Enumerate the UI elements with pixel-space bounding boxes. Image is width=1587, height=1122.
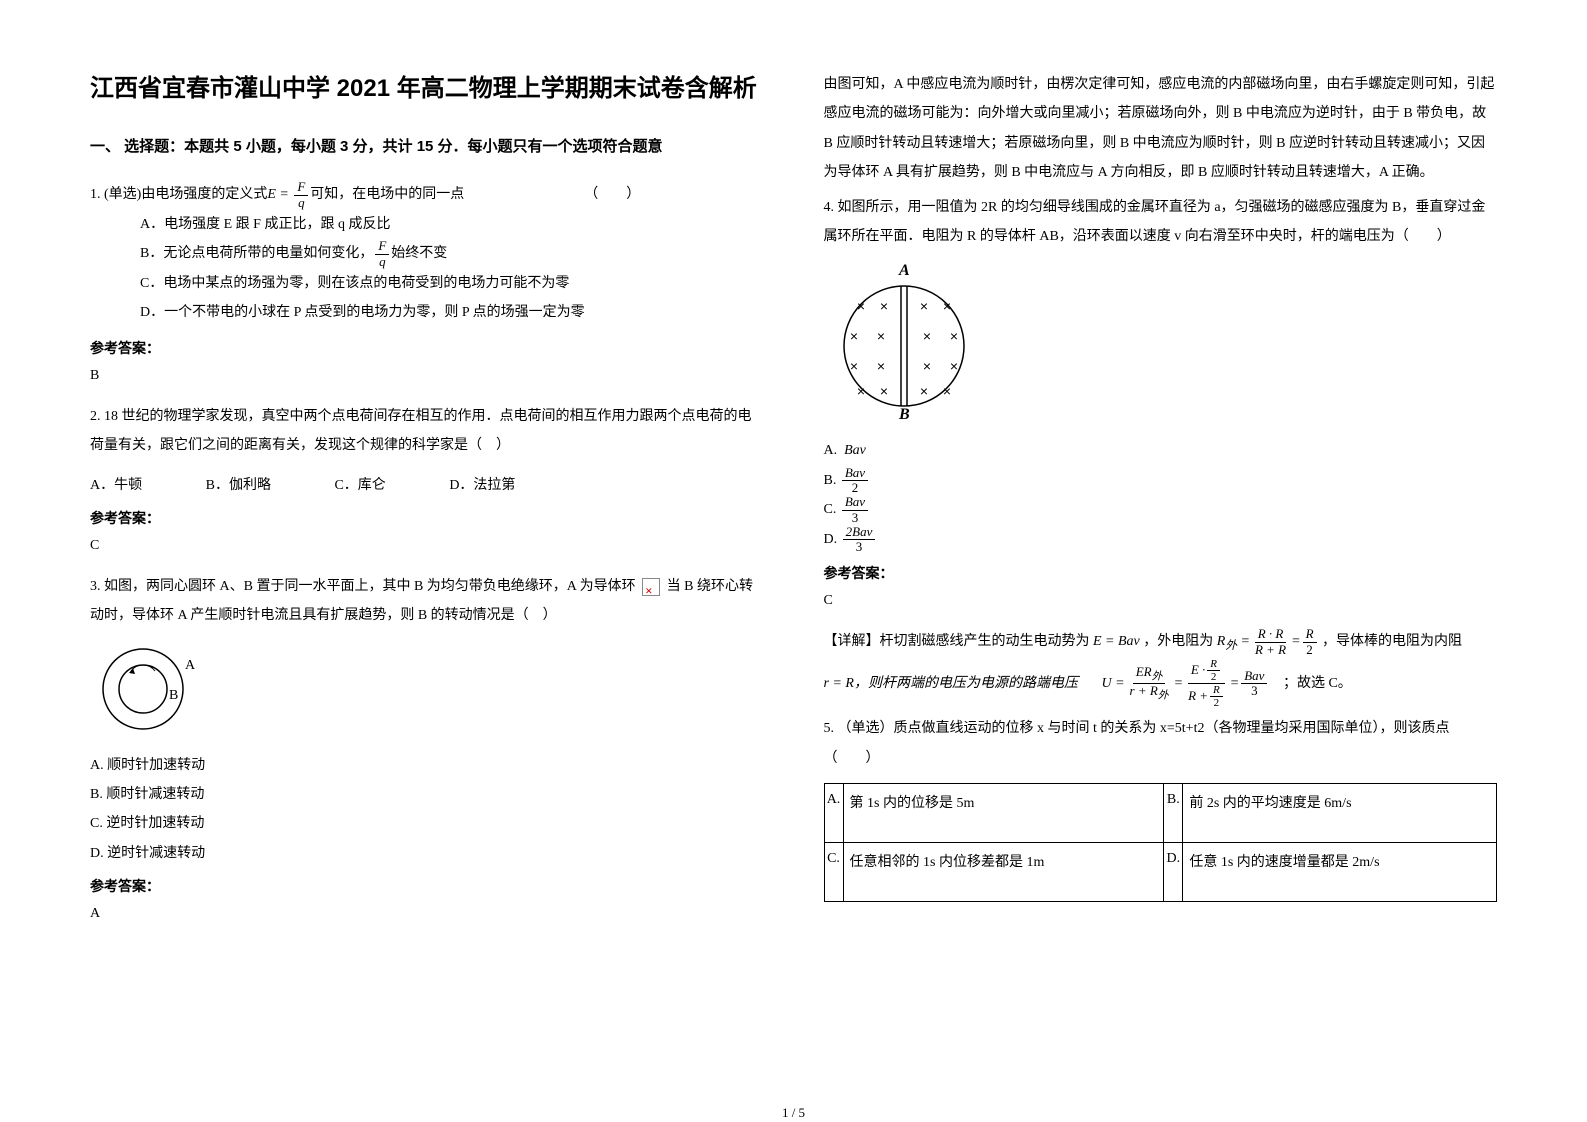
q3-opt-b: B. 顺时针减速转动 — [90, 780, 764, 809]
q1-answer-label: 参考答案： — [90, 338, 764, 358]
q1-fraction: F q — [294, 180, 308, 210]
section-header: 一、 选择题：本题共 5 小题，每小题 3 分，共计 15 分．每小题只有一个选… — [90, 133, 764, 160]
q5-cell-a-label: A. — [824, 783, 843, 842]
question-5: 5. （单选）质点做直线运动的位移 x 与时间 t 的关系为 x=5t+t2（各… — [824, 714, 1498, 773]
q1-stem-suffix: 可知，在电场中的同一点 — [310, 180, 464, 209]
q5-cell-b: 前 2s 内的平均速度是 6m/s — [1183, 783, 1497, 842]
left-column: 江西省宜春市灌山中学 2021 年高二物理上学期期末试卷含解析 一、 选择题：本… — [90, 70, 764, 1070]
q1-opt-a: A．电场强度 E 跟 F 成正比，跟 q 成反比 — [140, 210, 764, 239]
question-3: 3. 如图，两同心圆环 A、B 置于同一水平面上，其中 B 为均匀带负电绝缘环，… — [90, 572, 764, 631]
q3-opt-a: A. 顺时针加速转动 — [90, 751, 764, 780]
svg-text:×: × — [942, 383, 950, 399]
q4-opt-a: A. Bav — [824, 436, 1498, 465]
svg-text:×: × — [849, 358, 857, 374]
q5-cell-d-label: D. — [1164, 842, 1183, 901]
q1-opt-d: D．一个不带电的小球在 P 点受到的电场力为零，则 P 点的场强一定为零 — [140, 298, 764, 327]
q4-figure: A × × × × × × × × × × × × × × × × B — [829, 261, 1498, 426]
q3-opt-c: C. 逆时针加速转动 — [90, 809, 764, 838]
q2-options: A．牛顿 B．伽利略 C．库仑 D．法拉第 — [90, 471, 764, 500]
q4-opt-c: C. Bav 3 — [824, 495, 1498, 525]
q4-opt-b: B. Bav 2 — [824, 466, 1498, 496]
q5-cell-d: 任意 1s 内的速度增量都是 2m/s — [1183, 842, 1497, 901]
svg-text:×: × — [856, 383, 864, 399]
q1-opt-c: C．电场中某点的场强为零，则在该点的电荷受到的电场力可能不为零 — [140, 269, 764, 298]
q3-answer: A — [90, 906, 764, 922]
page-footer: 1 / 5 — [0, 1100, 1587, 1121]
svg-text:×: × — [949, 328, 957, 344]
q1-paren: （ ） — [584, 180, 640, 209]
document-title: 江西省宜春市灌山中学 2021 年高二物理上学期期末试卷含解析 — [90, 70, 764, 108]
q5-cell-b-label: B. — [1164, 783, 1183, 842]
q3-answer-label: 参考答案： — [90, 876, 764, 896]
q4-opt-d: D. 2Bav 3 — [824, 525, 1498, 555]
svg-text:×: × — [876, 328, 884, 344]
q4-answer-label: 参考答案： — [824, 563, 1498, 583]
q5-cell-c-label: C. — [824, 842, 843, 901]
q4-answer: C — [824, 593, 1498, 609]
q2-answer: C — [90, 538, 764, 554]
q1-optb-fraction: F q — [375, 239, 389, 269]
question-2: 2. 18 世纪的物理学家发现，真空中两个点电荷间存在相互的作用．点电荷间的相互… — [90, 402, 764, 461]
q1-answer: B — [90, 368, 764, 384]
q4-label-a: A — [898, 262, 910, 279]
broken-image-icon — [642, 578, 660, 596]
svg-text:×: × — [942, 298, 950, 314]
svg-text:×: × — [876, 358, 884, 374]
svg-text:×: × — [856, 298, 864, 314]
q2-answer-label: 参考答案： — [90, 508, 764, 528]
q3-explanation: 由图可知，A 中感应电流为顺时针，由楞次定律可知，感应电流的内部磁场向里，由右手… — [824, 70, 1498, 188]
svg-text:×: × — [922, 328, 930, 344]
svg-text:×: × — [879, 383, 887, 399]
svg-text:×: × — [849, 328, 857, 344]
q4-explanation-2: r = R，则杆两端的电压为电源的路端电压 U = ER外r + R外 = E … — [824, 658, 1498, 709]
question-4: 4. 如图所示，用一阻值为 2R 的均匀细导线围成的金属环直径为 a，匀强磁场的… — [824, 193, 1498, 252]
q4-label-b: B — [898, 406, 910, 421]
q5-cell-a: 第 1s 内的位移是 5m — [843, 783, 1164, 842]
svg-text:×: × — [949, 358, 957, 374]
q1-eq-var: E — [267, 180, 276, 209]
svg-text:×: × — [919, 383, 927, 399]
q3-opt-d: D. 逆时针减速转动 — [90, 839, 764, 868]
svg-text:×: × — [879, 298, 887, 314]
q1-stem-prefix: 1. (单选)由电场强度的定义式 — [90, 180, 267, 209]
question-1: 1. (单选)由电场强度的定义式 E = F q 可知，在电场中的同一点 （ ）… — [90, 180, 764, 327]
q5-cell-c: 任意相邻的 1s 内位移差都是 1m — [843, 842, 1164, 901]
right-column: 由图可知，A 中感应电流为顺时针，由楞次定律可知，感应电流的内部磁场向里，由右手… — [824, 70, 1498, 1070]
q3-figure: A B — [95, 641, 764, 741]
svg-text:A: A — [185, 658, 196, 673]
svg-text:×: × — [919, 298, 927, 314]
q4-explanation: 【详解】杆切割磁感线产生的动生电动势为 E = Bav ，外电阻为 R外 = R… — [824, 627, 1498, 658]
q5-options-table: A. 第 1s 内的位移是 5m B. 前 2s 内的平均速度是 6m/s C.… — [824, 783, 1498, 902]
svg-text:B: B — [169, 688, 178, 703]
svg-text:×: × — [922, 358, 930, 374]
